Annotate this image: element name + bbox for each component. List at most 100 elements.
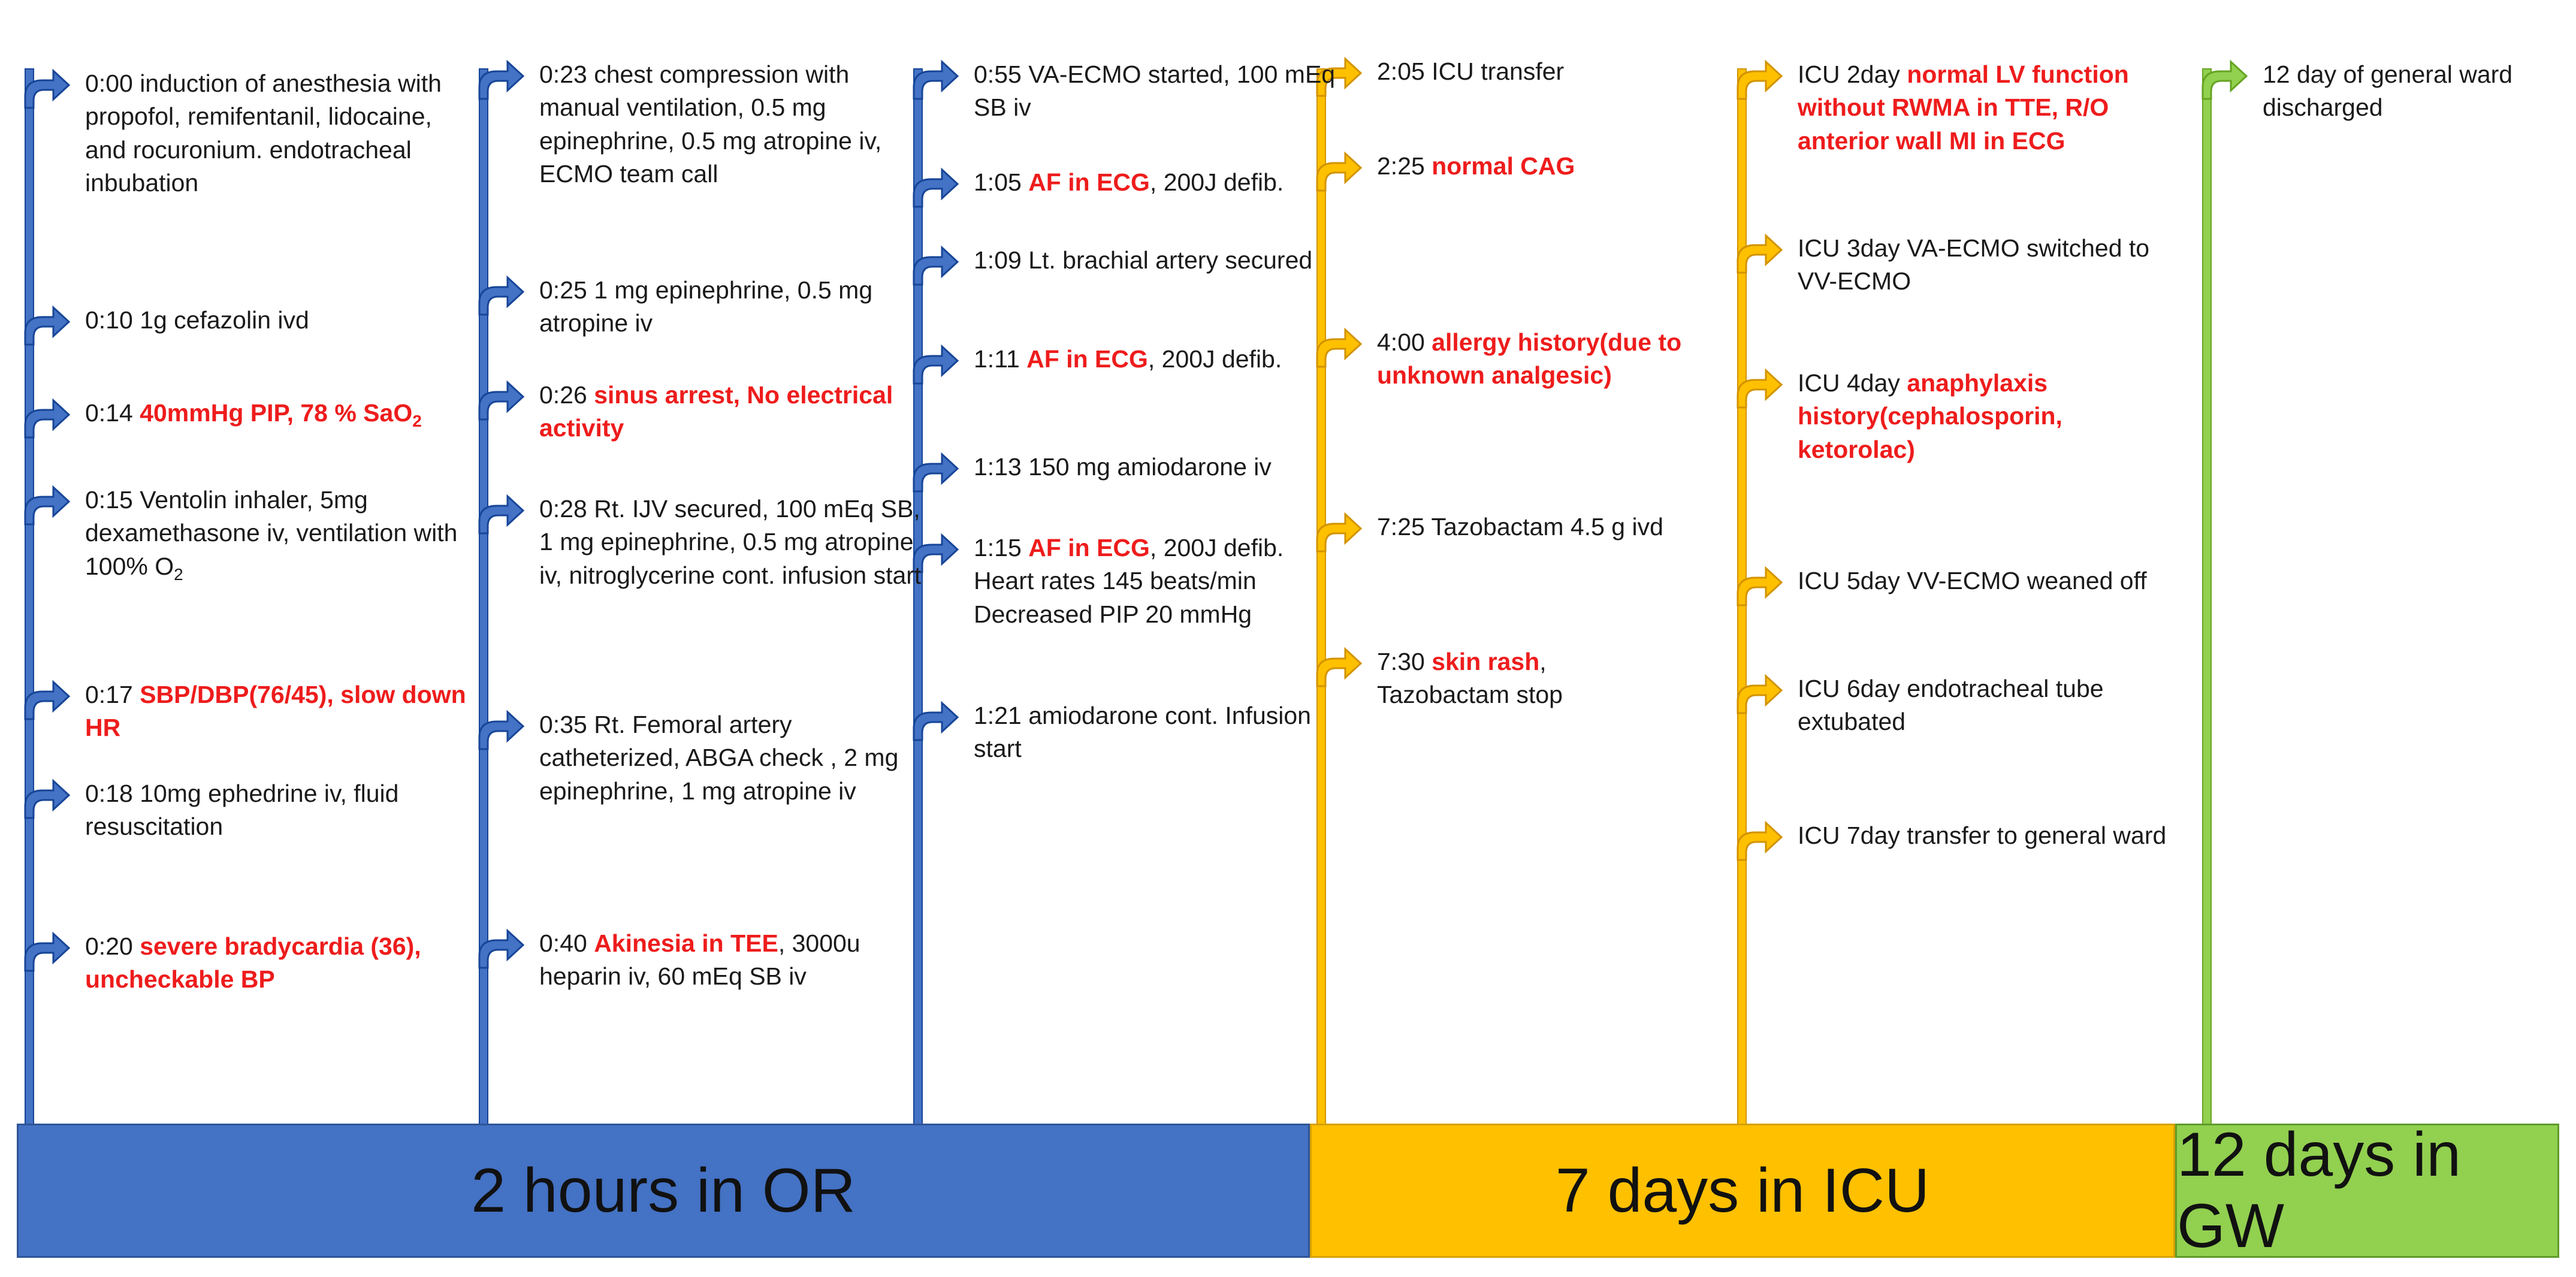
event-text: 0:26 bbox=[539, 381, 594, 409]
branch-arrow-icon bbox=[24, 680, 71, 720]
event-text: 0:18 10mg ephedrine iv, fluid resuscitat… bbox=[85, 780, 399, 841]
event-text: 0:10 1g cefazolin ivd bbox=[85, 306, 309, 334]
branch-arrow-icon bbox=[478, 928, 525, 969]
event-text: , 200J defib. Heart rates 145 beats/min … bbox=[974, 534, 1284, 628]
branch-arrow-icon bbox=[1316, 512, 1363, 553]
branch-arrow-icon bbox=[1316, 647, 1363, 687]
branch-arrow-icon bbox=[1316, 151, 1363, 192]
event-text: 12 day of general ward discharged bbox=[2263, 61, 2513, 122]
phase-label-or: 2 hours in OR bbox=[471, 1155, 856, 1225]
event-text: ICU 5day VV-ECMO weaned off bbox=[1798, 567, 2147, 594]
phase-band-gw: 12 days in GW bbox=[2175, 1120, 2559, 1261]
branch-arrow-icon bbox=[1316, 56, 1363, 97]
event-highlight-text: skin rash bbox=[1432, 648, 1540, 675]
branch-arrow-icon bbox=[1737, 566, 1783, 606]
event-highlight-text: SBP/DBP(76/45), slow down HR bbox=[85, 681, 466, 742]
timeline-event: 0:17 SBP/DBP(76/45), slow down HR bbox=[85, 678, 475, 745]
event-text: 0:20 bbox=[85, 932, 140, 960]
timeline-event: 0:35 Rt. Femoral artery catheterized, AB… bbox=[539, 708, 923, 808]
timeline-event: 0:00 induction of anesthesia with propof… bbox=[85, 67, 475, 200]
event-text: 2:05 ICU transfer bbox=[1377, 58, 1565, 85]
timeline-event: 0:14 40mmHg PIP, 78 % SaO2 bbox=[85, 397, 475, 433]
timeline-event: 0:10 1g cefazolin ivd bbox=[85, 304, 475, 337]
event-highlight-text: normal CAG bbox=[1432, 152, 1575, 180]
event-highlight-text: 40mmHg PIP, 78 % SaO bbox=[140, 399, 413, 427]
event-text: ICU 2day bbox=[1798, 61, 1907, 88]
timeline-event: 0:25 1 mg epinephrine, 0.5 mg atropine i… bbox=[539, 274, 923, 340]
event-text: 0:23 chest compression with manual venti… bbox=[539, 61, 882, 188]
timeline-event: ICU 3day VA-ECMO switched to VV-ECMO bbox=[1798, 232, 2181, 298]
timeline-event: 2:25 normal CAG bbox=[1377, 150, 1760, 183]
branch-arrow-icon bbox=[913, 59, 959, 100]
phase-label-gw: 12 days in GW bbox=[2177, 1120, 2462, 1261]
event-text: 0:28 Rt. IJV secured, 100 mEq SB, 1 mg e… bbox=[539, 495, 922, 589]
event-text: , 200J defib. bbox=[1149, 168, 1284, 196]
timeline-event: 7:30 skin rash, Tazobactam stop bbox=[1377, 645, 1760, 712]
branch-arrow-icon bbox=[913, 245, 959, 286]
branch-arrow-icon bbox=[24, 305, 71, 346]
timeline-event: 1:05 AF in ECG, 200J defib. bbox=[974, 166, 1357, 199]
timeline-event: 1:21 amiodarone cont. Infusion start bbox=[974, 699, 1357, 766]
event-text: , 200J defib. bbox=[1147, 345, 1282, 373]
timeline-event: 1:11 AF in ECG, 200J defib. bbox=[974, 343, 1357, 376]
event-text: ICU 4day bbox=[1798, 369, 1907, 397]
timeline-event: 1:13 150 mg amiodarone iv bbox=[974, 451, 1357, 484]
event-text: 2:25 bbox=[1377, 152, 1432, 180]
event-highlight-text: AF in ECG bbox=[1028, 534, 1150, 561]
branch-arrow-icon bbox=[2201, 59, 2248, 100]
branch-arrow-icon bbox=[24, 485, 71, 526]
timeline-event: 0:18 10mg ephedrine iv, fluid resuscitat… bbox=[85, 777, 475, 844]
event-highlight-text: 2 bbox=[412, 412, 422, 431]
branch-arrow-icon bbox=[1737, 820, 1783, 861]
event-text: 0:25 1 mg epinephrine, 0.5 mg atropine i… bbox=[539, 276, 873, 337]
event-text: 0:17 bbox=[85, 681, 140, 708]
phase-label-icu: 7 days in ICU bbox=[1555, 1155, 1930, 1225]
branch-arrow-icon bbox=[1737, 59, 1783, 100]
timeline-event: 0:23 chest compression with manual venti… bbox=[539, 58, 923, 191]
timeline-event: 4:00 allergy history(due to unknown anal… bbox=[1377, 326, 1760, 393]
branch-arrow-icon bbox=[913, 452, 959, 493]
branch-arrow-icon bbox=[1737, 233, 1783, 274]
timeline-event: 1:15 AF in ECG, 200J defib. Heart rates … bbox=[974, 532, 1357, 631]
timeline-event: 0:26 sinus arrest, No electrical activit… bbox=[539, 379, 923, 445]
branch-arrow-icon bbox=[478, 710, 525, 750]
event-text: ICU 3day VA-ECMO switched to VV-ECMO bbox=[1798, 234, 2150, 295]
event-highlight-text: Akinesia in TEE bbox=[594, 929, 778, 957]
event-text: 1:21 amiodarone cont. Infusion start bbox=[974, 702, 1311, 763]
timeline-event: 0:55 VA-ECMO started, 100 mEq SB iv bbox=[974, 58, 1357, 125]
timeline-event: 0:15 Ventolin inhaler, 5mg dexamethasone… bbox=[85, 484, 475, 586]
event-highlight-text: allergy history(due to unknown analgesic… bbox=[1377, 328, 1682, 390]
event-highlight-text: AF in ECG bbox=[1028, 168, 1150, 196]
event-text: 0:14 bbox=[85, 399, 140, 427]
branch-arrow-icon bbox=[24, 931, 71, 972]
timeline-event: ICU 5day VV-ECMO weaned off bbox=[1798, 564, 2181, 597]
branch-arrow-icon bbox=[913, 167, 959, 208]
branch-arrow-icon bbox=[913, 344, 959, 385]
event-text: 1:11 bbox=[974, 345, 1027, 373]
timeline-event: 0:40 Akinesia in TEE, 3000u heparin iv, … bbox=[539, 927, 923, 994]
event-text: 0:15 Ventolin inhaler, 5mg dexamethasone… bbox=[85, 486, 458, 580]
event-text: 0:35 Rt. Femoral artery catheterized, AB… bbox=[539, 711, 899, 805]
branch-arrow-icon bbox=[478, 59, 525, 100]
event-text: , Tazobactam stop bbox=[1377, 648, 1563, 709]
event-text: 1:05 bbox=[974, 168, 1029, 196]
timeline-event: 2:05 ICU transfer bbox=[1377, 55, 1760, 88]
event-text: ICU 7day transfer to general ward bbox=[1798, 822, 2167, 849]
phase-band-or: 2 hours in OR bbox=[17, 1124, 1310, 1258]
event-highlight-text: normal LV function without RWMA in TTE, … bbox=[1798, 61, 2129, 155]
event-highlight-text: anaphylaxis history(cephalosporin, ketor… bbox=[1798, 369, 2062, 463]
branch-arrow-icon bbox=[24, 68, 71, 109]
branch-arrow-icon bbox=[1737, 368, 1783, 409]
branch-arrow-icon bbox=[1737, 674, 1783, 714]
timeline-event: ICU 7day transfer to general ward bbox=[1798, 819, 2181, 852]
branch-arrow-icon bbox=[913, 533, 959, 573]
timeline-event: 0:20 severe bradycardia (36), uncheckabl… bbox=[85, 930, 475, 997]
timeline-event: ICU 6day endotracheal tube extubated bbox=[1798, 672, 2181, 739]
branch-arrow-icon bbox=[24, 398, 71, 439]
branch-arrow-icon bbox=[1316, 327, 1363, 368]
branch-arrow-icon bbox=[913, 701, 959, 741]
timeline-event: 12 day of general ward discharged bbox=[2263, 58, 2576, 125]
event-text: 0:55 VA-ECMO started, 100 mEq SB iv bbox=[974, 61, 1336, 122]
event-highlight-text: severe bradycardia (36), uncheckable BP bbox=[85, 932, 421, 994]
